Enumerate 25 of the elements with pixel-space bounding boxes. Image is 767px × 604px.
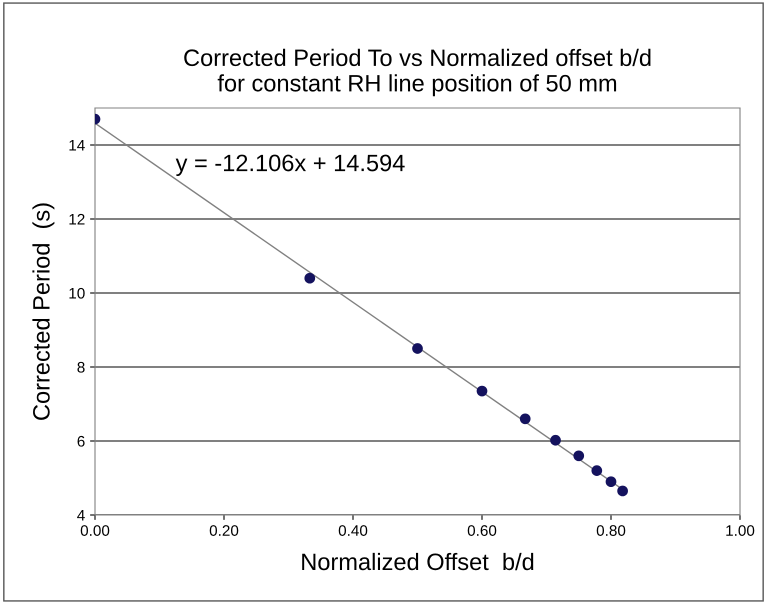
y-axis-title: Corrected Period (s) bbox=[32, 203, 54, 420]
point bbox=[591, 465, 602, 476]
x-tick-label: 0.40 bbox=[338, 525, 368, 536]
x-tick-label: 0.60 bbox=[468, 525, 496, 536]
y-tick-label: 14 bbox=[69, 140, 85, 151]
point bbox=[550, 434, 561, 446]
y-tick-label: 12 bbox=[69, 214, 85, 225]
x-tick-label: 1.00 bbox=[726, 525, 754, 536]
x-tick-label: 0.00 bbox=[80, 525, 110, 536]
point bbox=[304, 272, 316, 284]
x-tick-label: 0.20 bbox=[210, 525, 238, 536]
y-tick-label: 8 bbox=[77, 362, 85, 373]
x-axis-title: Normalized Offset b/d bbox=[302, 552, 534, 570]
chart-title: Corrected Period To vs Normalized offset b/d for constant RH line position of 50 mm bbox=[184, 48, 650, 96]
point bbox=[606, 476, 616, 488]
point bbox=[412, 343, 423, 354]
y-tick-label: 10 bbox=[69, 288, 85, 299]
annotation: y = -12.106x + 14.594 bbox=[176, 154, 405, 176]
y-tick-label: 6 bbox=[78, 436, 85, 447]
point bbox=[520, 413, 531, 424]
point bbox=[476, 386, 488, 396]
x-tick-label: 0.80 bbox=[596, 525, 626, 536]
point bbox=[573, 450, 584, 462]
y-tick-label: 4 bbox=[77, 510, 85, 521]
point bbox=[617, 486, 628, 496]
